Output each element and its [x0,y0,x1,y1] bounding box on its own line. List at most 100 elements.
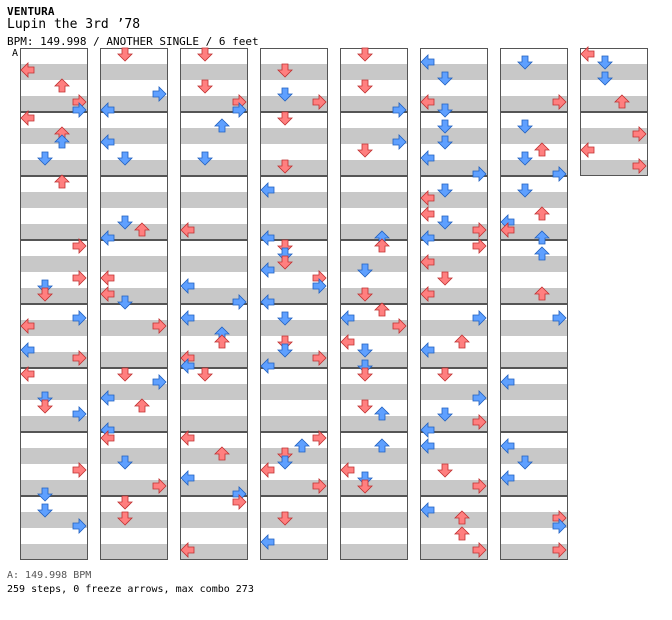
beat-row [340,160,408,176]
right-arrow-icon [472,478,487,494]
beat-row [500,160,568,176]
beat-row [420,144,488,160]
left-arrow-icon [180,542,195,558]
beat-row [100,448,168,464]
beat-row [500,352,568,368]
beat-row [260,368,328,384]
beat-row [180,240,248,256]
beat-row [20,448,88,464]
measure-box [500,176,568,240]
measure-box [100,304,168,368]
beat-row [500,512,568,528]
beat-row [100,352,168,368]
left-arrow-icon [500,222,515,238]
beat-row [420,272,488,288]
measure-box [20,368,88,432]
measure-box [100,176,168,240]
down-arrow-icon [117,151,133,166]
beat-row [420,224,488,240]
left-arrow-icon [180,470,195,486]
left-arrow-icon [420,286,435,302]
beat-row [180,320,248,336]
beat-row [180,192,248,208]
left-arrow-icon [420,206,435,222]
left-arrow-icon [100,390,115,406]
beat-row [20,160,88,176]
beat-row [420,512,488,528]
right-arrow-icon [312,478,327,494]
beat-row [500,240,568,256]
measure-box [180,304,248,368]
beat-row [420,400,488,416]
right-arrow-icon [72,102,87,118]
left-arrow-icon [420,54,435,70]
beat-row [420,464,488,480]
beat-row [500,272,568,288]
measure-box [500,496,568,560]
measure-box [420,176,488,240]
down-arrow-icon [517,151,533,166]
beat-row [420,176,488,192]
beat-row [260,64,328,80]
beat-row [500,464,568,480]
beat-row [420,240,488,256]
beat-row [340,320,408,336]
beat-row [500,416,568,432]
beat-row [340,224,408,240]
beat-row [180,336,248,352]
beat-row [340,544,408,560]
beat-row [420,112,488,128]
right-arrow-icon [152,86,167,102]
beat-row [180,208,248,224]
down-arrow-icon [277,335,293,350]
right-arrow-icon [72,406,87,422]
down-arrow-icon [277,511,293,526]
left-arrow-icon [260,534,275,550]
beat-row [580,80,648,96]
up-arrow-icon [294,438,310,453]
up-arrow-icon [374,238,390,253]
beat-row [340,528,408,544]
beat-row [340,112,408,128]
measure-box [180,240,248,304]
beat-row [260,304,328,320]
beat-row [180,112,248,128]
beat-row [500,192,568,208]
left-arrow-icon [100,230,115,246]
right-arrow-icon [232,102,247,118]
beat-row [260,416,328,432]
step-stats: 259 steps, 0 freeze arrows, max combo 27… [7,584,254,595]
beat-row [420,96,488,112]
down-arrow-icon [437,463,453,478]
measure-box [180,496,248,560]
beat-row [180,272,248,288]
up-arrow-icon [214,334,230,349]
beat-row [500,400,568,416]
beat-row [20,368,88,384]
left-arrow-icon [580,46,595,62]
beat-row [420,368,488,384]
left-arrow-icon [20,318,35,334]
down-arrow-icon [197,47,213,62]
beat-row [260,144,328,160]
bpm-marker: A [12,48,19,59]
beat-row [340,480,408,496]
left-arrow-icon [20,342,35,358]
measure-box [100,240,168,304]
beat-row [180,416,248,432]
beat-row [420,64,488,80]
beat-row [260,48,328,64]
beat-row [260,496,328,512]
up-arrow-icon [614,94,630,109]
beat-row [340,192,408,208]
down-arrow-icon [517,119,533,134]
beat-row [260,384,328,400]
down-arrow-icon [197,367,213,382]
down-arrow-icon [357,79,373,94]
beat-row [260,432,328,448]
beat-row [180,224,248,240]
up-arrow-icon [374,406,390,421]
down-arrow-icon [517,455,533,470]
beat-row [340,128,408,144]
down-arrow-icon [277,311,293,326]
